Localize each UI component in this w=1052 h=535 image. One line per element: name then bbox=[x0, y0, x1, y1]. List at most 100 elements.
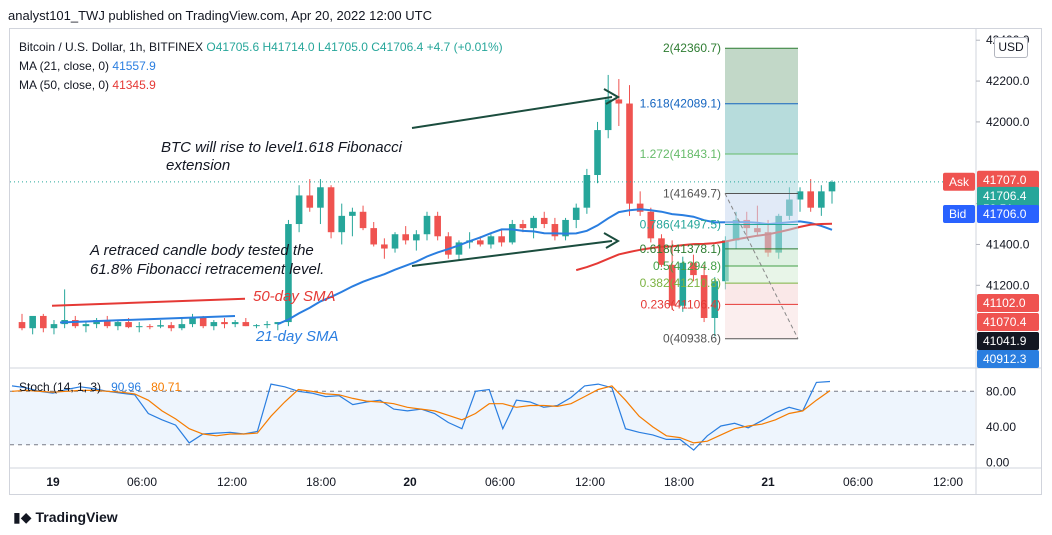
fib-zone bbox=[725, 304, 798, 339]
fib-level-label: 2(42360.7) bbox=[663, 41, 721, 55]
candle-body bbox=[615, 99, 623, 104]
candle-body bbox=[253, 325, 260, 327]
candle-body bbox=[530, 217, 537, 229]
candle-body bbox=[157, 325, 164, 327]
time-tick-label: 12:00 bbox=[933, 475, 963, 489]
candle-body bbox=[796, 191, 804, 200]
candle-body bbox=[508, 224, 516, 243]
candle-body bbox=[413, 234, 420, 241]
tradingview-footer[interactable]: ▮◆ TradingView bbox=[13, 509, 118, 526]
ma50-value: 41345.9 bbox=[112, 78, 156, 92]
candle-body bbox=[40, 315, 47, 329]
candle-body bbox=[402, 234, 409, 241]
price-tag-dark: 41041.9 bbox=[983, 334, 1027, 348]
ask-price-tag-bg bbox=[977, 170, 1039, 189]
stoch-k-value: 90.96 bbox=[111, 380, 142, 394]
ma21-annotation-line bbox=[59, 314, 236, 324]
sma-price-tag-bg bbox=[977, 294, 1039, 312]
upper-arrow-head bbox=[603, 88, 620, 105]
bid-price-tag: 41706.0 bbox=[983, 207, 1027, 221]
candle-body bbox=[455, 242, 463, 255]
fib-zone bbox=[725, 103, 798, 154]
candle-body bbox=[221, 322, 228, 325]
candle-body bbox=[178, 324, 186, 329]
candle-body bbox=[349, 211, 356, 216]
candle-body bbox=[50, 324, 58, 329]
candle-body bbox=[551, 224, 559, 237]
candle-body bbox=[285, 224, 292, 323]
candle-body bbox=[29, 315, 36, 329]
sma-price-tag: 41102.0 bbox=[983, 296, 1026, 310]
candle-body bbox=[711, 281, 719, 318]
candle-body bbox=[476, 240, 484, 245]
stoch-d-line bbox=[11, 385, 831, 444]
fib-trend-line bbox=[724, 193, 799, 339]
ma50-legend[interactable]: MA (50, close, 0) 41345.9 bbox=[19, 78, 156, 92]
stoch-legend[interactable]: Stoch (14, 1, 3) 90.96 80.71 bbox=[19, 380, 181, 394]
ask-price-tag: 41707.0 bbox=[983, 173, 1027, 187]
symbol-legend[interactable]: Bitcoin / U.S. Dollar, 1h, BITFINEX O417… bbox=[19, 40, 503, 54]
candle-body bbox=[391, 234, 399, 249]
candle-body bbox=[679, 262, 687, 306]
candle-body bbox=[626, 103, 633, 204]
candle-body bbox=[604, 99, 612, 131]
tradingview-logo-icon: ▮◆ bbox=[13, 510, 32, 526]
candle-body bbox=[338, 215, 346, 233]
ma21-legend[interactable]: MA (21, close, 0) 41557.9 bbox=[19, 59, 156, 73]
candle-body bbox=[199, 317, 207, 327]
time-tick-label: 06:00 bbox=[127, 475, 157, 489]
annotation-50-day-sma: 50-day SMA bbox=[253, 288, 336, 305]
candle-body bbox=[540, 217, 548, 225]
fib-level-label: 1(41649.7) bbox=[663, 186, 721, 200]
time-tick-label: 12:00 bbox=[217, 475, 247, 489]
candle-body bbox=[381, 244, 388, 249]
annotation-retracement-2: 61.8% Fibonacci retracement level. bbox=[90, 261, 324, 278]
stoch-tick-label: 40.00 bbox=[986, 420, 1016, 434]
stoch-tick-label: 0.00 bbox=[986, 456, 1010, 470]
candle-body bbox=[231, 322, 239, 325]
candle-body bbox=[242, 322, 250, 327]
ma21-price-tag: 40912.3 bbox=[983, 352, 1027, 366]
candle-body bbox=[562, 219, 569, 237]
ohlc-values: O41705.6 H41714.0 L41705.0 C41706.4 +4.7… bbox=[206, 40, 503, 54]
fib-level-label: 0.5(41294.8) bbox=[653, 259, 721, 273]
fib-level-label: 0(40938.6) bbox=[663, 332, 721, 346]
upper-annotation-arrow bbox=[411, 96, 613, 129]
price-tick-label: 41400.0 bbox=[986, 237, 1030, 251]
candle-body bbox=[818, 191, 825, 208]
candle-body bbox=[498, 236, 505, 243]
price-tag-dark-bg bbox=[977, 332, 1039, 350]
candle-body bbox=[327, 187, 335, 233]
bid-box bbox=[943, 205, 975, 223]
candle-body bbox=[135, 326, 143, 328]
footer-brand: TradingView bbox=[35, 509, 118, 525]
annotation-fib-extension-2: extension bbox=[166, 157, 230, 174]
fib-zone bbox=[725, 224, 798, 249]
candle-body bbox=[370, 228, 378, 245]
fib-zone bbox=[725, 193, 798, 225]
candle-body bbox=[146, 326, 154, 328]
time-tick-label: 06:00 bbox=[843, 475, 873, 489]
time-tick-label: 19 bbox=[46, 475, 60, 489]
candle-body bbox=[636, 203, 644, 212]
candle-body bbox=[295, 195, 303, 225]
symbol-name: Bitcoin / U.S. Dollar, 1h, BITFINEX bbox=[19, 40, 204, 54]
time-tick-label: 18:00 bbox=[306, 475, 336, 489]
ma21-label: MA (21, close, 0) bbox=[19, 59, 110, 73]
candle-body bbox=[317, 187, 324, 208]
price-tick-label: 42000.0 bbox=[986, 115, 1030, 129]
fib-level-label: 0.786(41497.5) bbox=[640, 218, 721, 232]
currency-button[interactable]: USD bbox=[994, 37, 1028, 58]
candle-body bbox=[828, 181, 836, 192]
lower-arrow-head bbox=[603, 232, 620, 249]
annotation-fib-extension: BTC will rise to level1.618 Fibonacci bbox=[161, 139, 403, 156]
candle-body bbox=[189, 317, 196, 325]
fib-level-label: 0.618(41378.1) bbox=[640, 242, 721, 256]
candle-body bbox=[82, 324, 90, 327]
price-tag: 41070.4 bbox=[983, 315, 1027, 329]
candle-body bbox=[807, 191, 814, 208]
candle-body bbox=[583, 175, 591, 208]
bid-label: Bid bbox=[949, 207, 966, 221]
annotation-21-day-sma: 21-day SMA bbox=[255, 328, 339, 345]
